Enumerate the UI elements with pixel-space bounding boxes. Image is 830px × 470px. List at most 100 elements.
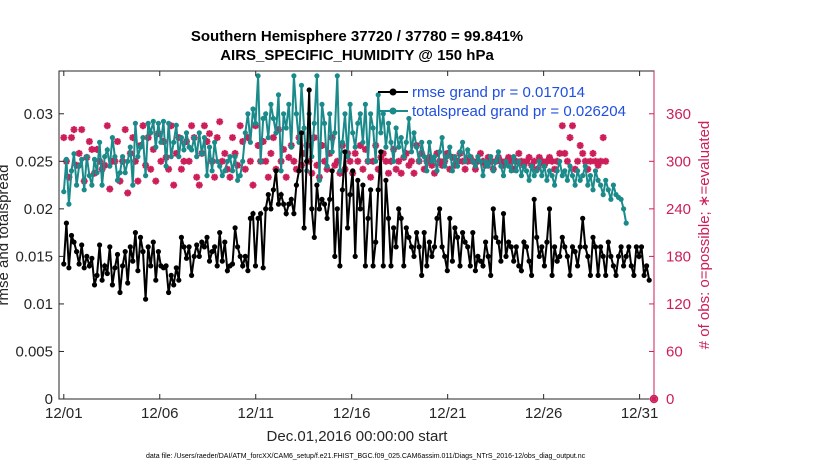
rmse-point xyxy=(419,272,425,278)
rmse-point xyxy=(214,263,220,269)
y-right-tick-label: 300 xyxy=(666,153,691,170)
obs-point xyxy=(152,177,160,185)
obs-point xyxy=(223,165,231,173)
totalspread-point xyxy=(500,173,507,179)
totalspread-point xyxy=(268,101,274,107)
rmse-point xyxy=(265,192,271,198)
totalspread-point xyxy=(408,149,415,155)
totalspread-point xyxy=(444,154,450,160)
totalspread-point xyxy=(539,173,545,179)
rmse-point xyxy=(546,206,553,212)
rmse-point xyxy=(281,201,287,207)
obs-point xyxy=(290,157,298,165)
rmse-point xyxy=(242,253,248,259)
totalspread-point xyxy=(562,168,568,174)
rmse-point xyxy=(245,268,251,274)
rmse-point xyxy=(309,206,315,212)
rmse-point xyxy=(638,244,645,250)
totalspread-point xyxy=(314,73,320,79)
rmse-point xyxy=(166,289,172,296)
totalspread-point xyxy=(283,125,289,131)
rmse-point xyxy=(357,206,363,212)
totalspread-point xyxy=(281,111,287,117)
rmse-point xyxy=(562,244,568,250)
obs-point xyxy=(354,157,362,165)
obs-point xyxy=(556,149,564,157)
totalspread-point xyxy=(426,139,432,145)
rmse-point xyxy=(447,215,453,221)
totalspread-point xyxy=(592,168,599,174)
rmse-point xyxy=(79,242,85,248)
rmse-point xyxy=(286,201,292,207)
obs-point xyxy=(282,173,290,181)
totalspread-point xyxy=(345,154,351,160)
rmse-point xyxy=(130,258,136,264)
totalspread-point xyxy=(452,154,458,160)
rmse-point xyxy=(319,196,325,202)
rmse-point xyxy=(316,206,322,212)
totalspread-point xyxy=(503,158,509,164)
totalspread-point xyxy=(454,163,461,169)
rmse-point xyxy=(314,182,320,188)
rmse-point xyxy=(465,244,471,250)
y-right-tick-label: 120 xyxy=(666,296,691,313)
rmse-point xyxy=(368,187,374,193)
rmse-point xyxy=(631,272,637,278)
rmse-point xyxy=(94,272,100,278)
obs-point xyxy=(392,165,400,173)
rmse-point xyxy=(194,242,200,248)
footnote: data file: /Users/raeder/DAI/ATM_forcXX/… xyxy=(146,453,586,460)
rmse-point xyxy=(258,211,264,217)
obs-point xyxy=(134,177,142,185)
totalspread-point xyxy=(206,144,213,150)
obs-point xyxy=(313,161,321,169)
y-tick-label: 0.015 xyxy=(15,248,53,265)
rmse-point xyxy=(511,258,517,264)
totalspread-point xyxy=(526,177,532,183)
obs-point xyxy=(448,153,456,161)
rmse-point xyxy=(541,263,548,269)
obs-point xyxy=(464,157,472,165)
rmse-point xyxy=(483,239,489,245)
rmse-point xyxy=(431,244,438,250)
totalspread-point xyxy=(554,168,560,174)
totalspread-point xyxy=(252,120,259,126)
y-tick-label: 0.03 xyxy=(24,106,53,123)
totalspread-point xyxy=(429,158,435,164)
obs-point xyxy=(244,134,252,142)
rmse-point xyxy=(416,244,422,250)
obs-point xyxy=(226,173,234,181)
x-tick-label: 12/26 xyxy=(525,405,563,422)
totalspread-point xyxy=(135,154,141,160)
totalspread-point xyxy=(391,158,397,164)
totalspread-point xyxy=(97,139,103,145)
rmse-point xyxy=(217,230,223,236)
rmse-point xyxy=(61,261,67,267)
y-tick-label: 0 xyxy=(45,391,53,408)
obs-point xyxy=(139,122,147,130)
rmse-point xyxy=(526,258,532,264)
rmse-point xyxy=(189,272,195,278)
totalspread-point xyxy=(275,92,282,98)
totalspread-point xyxy=(329,149,335,155)
obs-point xyxy=(114,138,121,145)
totalspread-point xyxy=(347,101,353,107)
obs-point xyxy=(566,134,574,142)
obs-point xyxy=(216,118,224,126)
obs-point xyxy=(599,134,607,142)
totalspread-point xyxy=(327,111,333,117)
obs-point xyxy=(379,149,387,157)
rmse-point xyxy=(521,239,527,245)
obs-point xyxy=(262,157,270,165)
totalspread-point xyxy=(150,118,156,124)
rmse-point xyxy=(137,234,144,240)
rmse-point xyxy=(345,225,351,231)
obs-point xyxy=(446,165,454,173)
rmse-point xyxy=(135,268,141,274)
rmse-point xyxy=(623,253,629,259)
totalspread-point xyxy=(209,168,215,174)
totalspread-point xyxy=(434,168,440,174)
totalspread-point xyxy=(91,156,98,162)
obs-point xyxy=(395,157,403,165)
